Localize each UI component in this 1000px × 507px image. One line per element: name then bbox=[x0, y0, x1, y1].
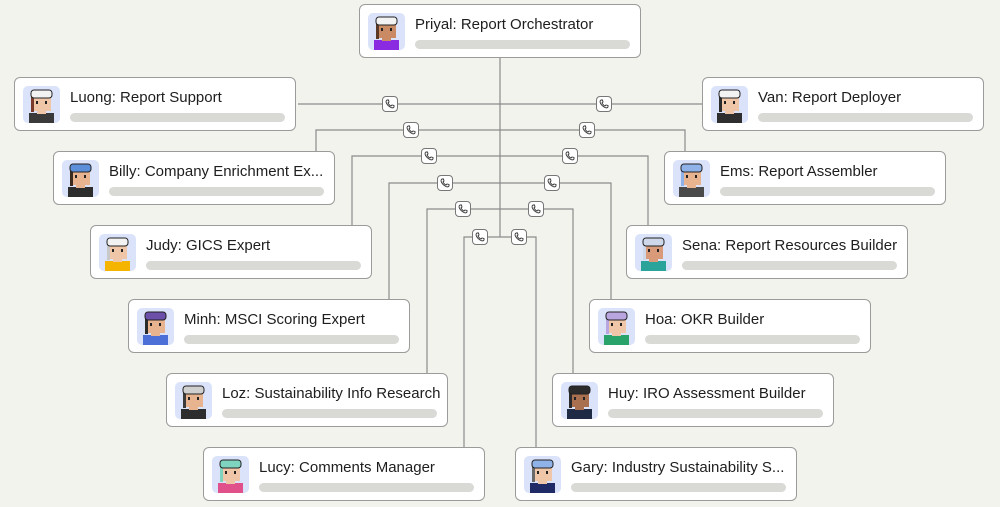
phone-icon[interactable] bbox=[544, 175, 560, 191]
avatar bbox=[524, 456, 561, 493]
avatar bbox=[175, 382, 212, 419]
link-lucy-gary bbox=[463, 236, 537, 447]
phone-icon[interactable] bbox=[472, 229, 488, 245]
agent-name: Luong: Report Support bbox=[70, 89, 222, 106]
agent-name: Lucy: Comments Manager bbox=[259, 459, 435, 476]
agent-card-huy[interactable]: Huy: IRO Assessment Builder bbox=[552, 373, 834, 427]
phone-icon[interactable] bbox=[528, 201, 544, 217]
avatar bbox=[212, 456, 249, 493]
status-placeholder-bar bbox=[758, 113, 973, 122]
agent-name: Ems: Report Assembler bbox=[720, 163, 878, 180]
agent-name: Gary: Industry Sustainability S... bbox=[571, 459, 785, 476]
phone-icon[interactable] bbox=[455, 201, 471, 217]
agent-card-billy[interactable]: Billy: Company Enrichment Ex... bbox=[53, 151, 335, 205]
avatar-icon bbox=[143, 311, 168, 345]
status-placeholder-bar bbox=[184, 335, 399, 344]
link-minh-hoa bbox=[388, 182, 612, 299]
agent-card-priyal[interactable]: Priyal: Report Orchestrator bbox=[359, 4, 641, 58]
avatar-icon bbox=[567, 385, 592, 419]
phone-icon[interactable] bbox=[511, 229, 527, 245]
avatar-icon bbox=[679, 163, 704, 197]
agent-card-judy[interactable]: Judy: GICS Expert bbox=[90, 225, 372, 279]
avatar-icon bbox=[604, 311, 629, 345]
agent-card-loz[interactable]: Loz: Sustainability Info Research bbox=[166, 373, 448, 427]
avatar-icon bbox=[374, 16, 399, 50]
agent-name: Judy: GICS Expert bbox=[146, 237, 271, 254]
avatar-icon bbox=[68, 163, 93, 197]
status-placeholder-bar bbox=[70, 113, 285, 122]
agent-card-luong[interactable]: Luong: Report Support bbox=[14, 77, 296, 131]
agent-card-sena[interactable]: Sena: Report Resources Builder bbox=[626, 225, 908, 279]
agent-name: Priyal: Report Orchestrator bbox=[415, 16, 594, 33]
phone-icon[interactable] bbox=[421, 148, 437, 164]
status-placeholder-bar bbox=[415, 40, 630, 49]
avatar-icon bbox=[641, 237, 666, 271]
avatar bbox=[137, 308, 174, 345]
avatar bbox=[368, 13, 405, 50]
agent-name: Minh: MSCI Scoring Expert bbox=[184, 311, 365, 328]
phone-icon[interactable] bbox=[596, 96, 612, 112]
status-placeholder-bar bbox=[259, 483, 474, 492]
agent-card-lucy[interactable]: Lucy: Comments Manager bbox=[203, 447, 485, 501]
status-placeholder-bar bbox=[222, 409, 437, 418]
status-placeholder-bar bbox=[109, 187, 324, 196]
avatar bbox=[23, 86, 60, 123]
agent-name: Huy: IRO Assessment Builder bbox=[608, 385, 806, 402]
avatar bbox=[62, 160, 99, 197]
phone-icon[interactable] bbox=[579, 122, 595, 138]
link-loz-huy bbox=[426, 208, 574, 373]
phone-icon[interactable] bbox=[437, 175, 453, 191]
avatar-icon bbox=[717, 89, 742, 123]
avatar-icon bbox=[218, 459, 243, 493]
link-judy-sena bbox=[351, 155, 649, 225]
agent-card-gary[interactable]: Gary: Industry Sustainability S... bbox=[515, 447, 797, 501]
agent-card-hoa[interactable]: Hoa: OKR Builder bbox=[589, 299, 871, 353]
avatar bbox=[635, 234, 672, 271]
avatar bbox=[99, 234, 136, 271]
phone-icon[interactable] bbox=[562, 148, 578, 164]
avatar-icon bbox=[29, 89, 54, 123]
phone-icon[interactable] bbox=[403, 122, 419, 138]
agent-card-ems[interactable]: Ems: Report Assembler bbox=[664, 151, 946, 205]
avatar bbox=[598, 308, 635, 345]
status-placeholder-bar bbox=[146, 261, 361, 270]
status-placeholder-bar bbox=[720, 187, 935, 196]
agent-name: Loz: Sustainability Info Research bbox=[222, 385, 441, 402]
avatar bbox=[673, 160, 710, 197]
avatar-icon bbox=[181, 385, 206, 419]
agent-name: Sena: Report Resources Builder bbox=[682, 237, 898, 254]
avatar bbox=[711, 86, 748, 123]
status-placeholder-bar bbox=[682, 261, 897, 270]
phone-icon[interactable] bbox=[382, 96, 398, 112]
agent-name: Hoa: OKR Builder bbox=[645, 311, 765, 328]
agent-card-van[interactable]: Van: Report Deployer bbox=[702, 77, 984, 131]
status-placeholder-bar bbox=[571, 483, 786, 492]
agent-card-minh[interactable]: Minh: MSCI Scoring Expert bbox=[128, 299, 410, 353]
link-billy-ems bbox=[315, 129, 686, 151]
avatar-icon bbox=[530, 459, 555, 493]
agent-name: Billy: Company Enrichment Ex... bbox=[109, 163, 324, 180]
avatar bbox=[561, 382, 598, 419]
agent-name: Van: Report Deployer bbox=[758, 89, 902, 106]
status-placeholder-bar bbox=[608, 409, 823, 418]
avatar-icon bbox=[105, 237, 130, 271]
status-placeholder-bar bbox=[645, 335, 860, 344]
